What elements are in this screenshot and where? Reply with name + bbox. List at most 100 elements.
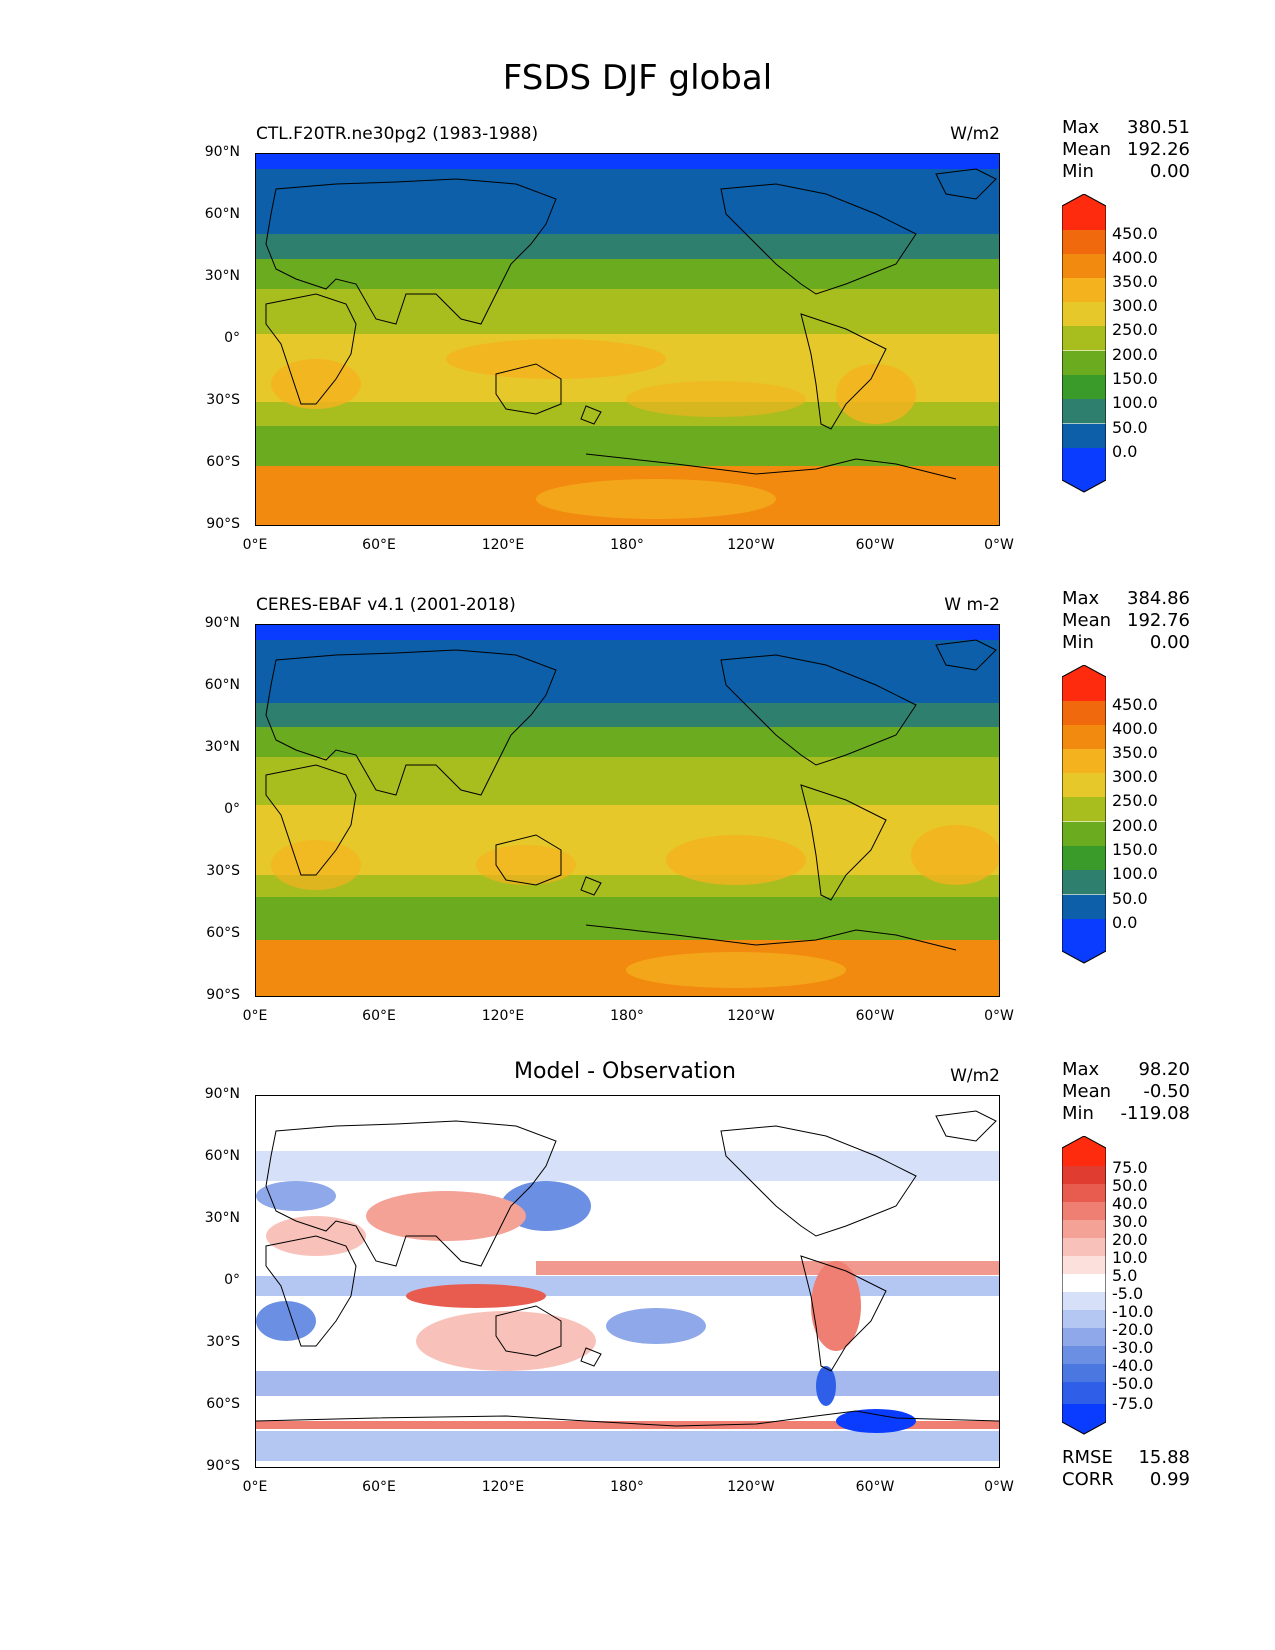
panel-1-ytick: 90°N — [204, 144, 240, 160]
stat-value: 192.26 — [1127, 139, 1190, 160]
panel-2-xtick: 0°E — [242, 1008, 268, 1024]
panel-2-ytick: 90°S — [206, 987, 240, 1003]
stat-value: -0.50 — [1143, 1081, 1190, 1102]
stat-label: Min — [1062, 161, 1094, 182]
colorbar-label: 350.0 — [1112, 272, 1158, 291]
panel-3-ytick: 90°S — [206, 1458, 240, 1474]
panel-3-xtick: 60°W — [855, 1479, 895, 1495]
colorbar-label: 75.0 — [1112, 1158, 1148, 1177]
panel-2-xtick: 60°E — [362, 1008, 396, 1024]
rmse-value: 15.88 — [1138, 1447, 1190, 1468]
panel-2-units: W m-2 — [944, 595, 1000, 615]
metric-label: CORR — [1062, 1469, 1114, 1490]
panel-2-ytick: 30°N — [204, 739, 240, 755]
panel-2-map — [255, 624, 1000, 997]
stat-label: Max — [1062, 1059, 1100, 1080]
stat-value: 0.00 — [1149, 632, 1190, 653]
panel-2-ytick: 60°N — [204, 677, 240, 693]
panel-3-ytick: 0° — [224, 1272, 240, 1288]
colorbar-label: -20.0 — [1112, 1320, 1154, 1339]
colorbar-label: -5.0 — [1112, 1284, 1144, 1303]
panel-1-ytick: 60°S — [206, 454, 240, 470]
colorbar-label: -75.0 — [1112, 1394, 1154, 1413]
colorbar-label: -10.0 — [1112, 1302, 1154, 1321]
stat-value: 380.51 — [1127, 117, 1190, 138]
stat-value: 384.86 — [1127, 588, 1190, 609]
panel-1-colorbar — [1061, 193, 1107, 498]
colorbar-label: 250.0 — [1112, 320, 1158, 339]
colorbar-label: -30.0 — [1112, 1338, 1154, 1357]
panel-3-units: W/m2 — [950, 1066, 1000, 1086]
colorbar-label: 450.0 — [1112, 695, 1158, 714]
stat-value: -119.08 — [1120, 1103, 1190, 1124]
metric-label: RMSE — [1062, 1447, 1113, 1468]
colorbar-label: 450.0 — [1112, 224, 1158, 243]
panel-2-ytick: 90°N — [204, 615, 240, 631]
panel-1-xtick: 60°W — [855, 537, 895, 553]
panel-3-ytick: 30°S — [206, 1334, 240, 1350]
panel-3-title: Model - Observation — [514, 1059, 736, 1084]
colorbar-label: 300.0 — [1112, 296, 1158, 315]
panel-3-xtick: 120°E — [481, 1479, 525, 1495]
panel-1-ytick: 30°S — [206, 392, 240, 408]
panel-1-xtick: 120°E — [481, 537, 525, 553]
panel-2-colorbar — [1061, 664, 1107, 969]
panel-3-colorbar — [1061, 1135, 1107, 1440]
stat-value: 192.76 — [1127, 610, 1190, 631]
colorbar-label: 50.0 — [1112, 1176, 1148, 1195]
panel-3-stats: Max 98.20 Mean -0.50 Min -119.08 — [1062, 1059, 1190, 1125]
panel-2-xtick: 180° — [610, 1008, 644, 1024]
panel-1-ytick: 90°S — [206, 516, 240, 532]
colorbar-label: 0.0 — [1112, 913, 1138, 932]
panel-2-ytick: 0° — [224, 801, 240, 817]
colorbar-label: 200.0 — [1112, 345, 1158, 364]
panel-3-xtick: 120°W — [727, 1479, 775, 1495]
panel-3-metrics: RMSE 15.88 CORR 0.99 — [1062, 1447, 1190, 1491]
stat-label: Mean — [1062, 139, 1112, 160]
stat-value: 0.00 — [1149, 161, 1190, 182]
panel-1-ytick: 30°N — [204, 268, 240, 284]
panel-3-map — [255, 1095, 1000, 1468]
panel-1-ytick: 60°N — [204, 206, 240, 222]
colorbar-label: 0.0 — [1112, 442, 1138, 461]
figure-title: FSDS DJF global — [502, 58, 773, 98]
colorbar-label: 150.0 — [1112, 840, 1158, 859]
panel-1-xtick: 180° — [610, 537, 644, 553]
stat-label: Min — [1062, 1103, 1094, 1124]
panel-3-xtick: 60°E — [362, 1479, 396, 1495]
panel-2-xtick: 120°W — [727, 1008, 775, 1024]
panel-3-xtick: 0°E — [242, 1479, 268, 1495]
colorbar-label: -50.0 — [1112, 1374, 1154, 1393]
stat-value: 98.20 — [1138, 1059, 1190, 1080]
stat-label: Mean — [1062, 610, 1112, 631]
colorbar-label: 20.0 — [1112, 1230, 1148, 1249]
panel-1-map — [255, 153, 1000, 526]
colorbar-label: 100.0 — [1112, 864, 1158, 883]
panel-1-ytick: 0° — [224, 330, 240, 346]
panel-3-ytick: 30°N — [204, 1210, 240, 1226]
stat-label: Max — [1062, 117, 1100, 138]
panel-1-title: CTL.F20TR.ne30pg2 (1983-1988) — [256, 124, 539, 144]
panel-2-ytick: 30°S — [206, 863, 240, 879]
colorbar-label: 100.0 — [1112, 393, 1158, 412]
stat-label: Mean — [1062, 1081, 1112, 1102]
colorbar-label: 200.0 — [1112, 816, 1158, 835]
panel-3-ytick: 60°N — [204, 1148, 240, 1164]
colorbar-label: 40.0 — [1112, 1194, 1148, 1213]
panel-1-stats: Max 380.51 Mean 192.26 Min 0.00 — [1062, 117, 1190, 183]
stat-label: Min — [1062, 632, 1094, 653]
panel-3-xtick: 180° — [610, 1479, 644, 1495]
panel-3-ytick: 60°S — [206, 1396, 240, 1412]
panel-1-xtick: 0°E — [242, 537, 268, 553]
colorbar-label: 250.0 — [1112, 791, 1158, 810]
panel-2-xtick: 0°W — [984, 1008, 1014, 1024]
colorbar-label: -40.0 — [1112, 1356, 1154, 1375]
colorbar-label: 50.0 — [1112, 889, 1148, 908]
panel-2-xtick: 60°W — [855, 1008, 895, 1024]
colorbar-label: 50.0 — [1112, 418, 1148, 437]
colorbar-label: 400.0 — [1112, 719, 1158, 738]
colorbar-label: 30.0 — [1112, 1212, 1148, 1231]
colorbar-label: 150.0 — [1112, 369, 1158, 388]
corr-value: 0.99 — [1149, 1469, 1190, 1490]
panel-2-ytick: 60°S — [206, 925, 240, 941]
